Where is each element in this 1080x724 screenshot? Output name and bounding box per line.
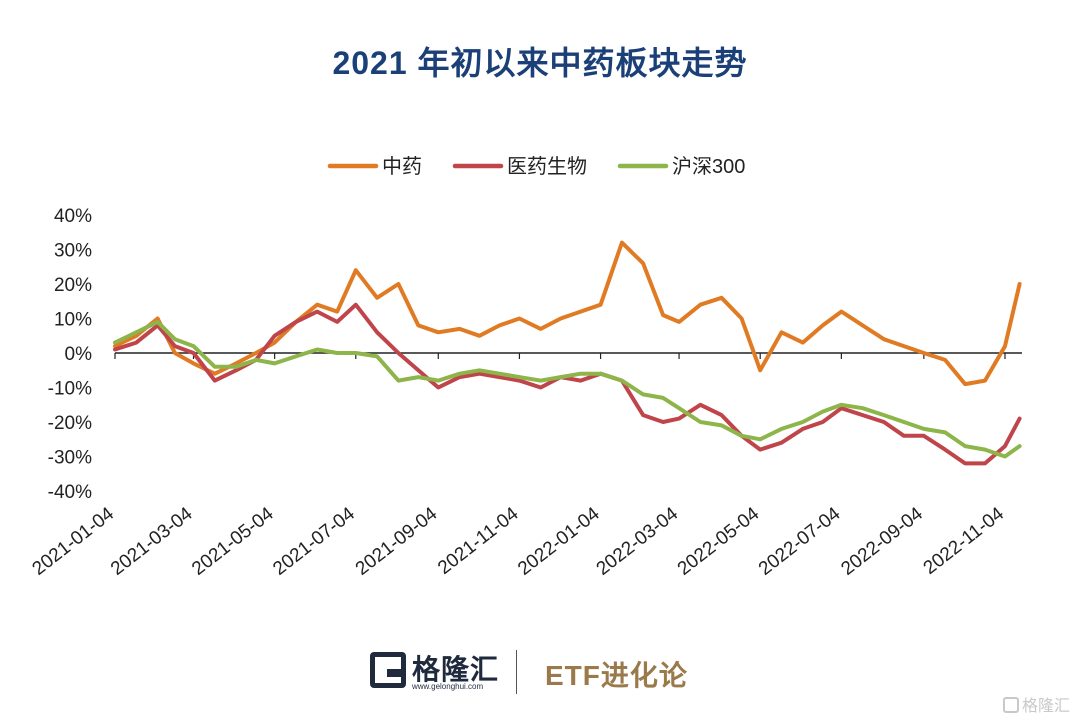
legend-label: 中药 <box>382 155 422 178</box>
logo-url: www.gelonghui.com <box>412 682 484 691</box>
x-tick-label: 2021-03-04 <box>107 503 197 580</box>
x-tick-label: 2021-11-04 <box>434 503 523 579</box>
x-tick-label: 2022-05-04 <box>674 503 764 580</box>
y-tick-label: -40% <box>48 482 92 503</box>
legend-label: 医药生物 <box>507 155 587 178</box>
y-tick-label: -10% <box>48 379 92 400</box>
gelonghui-logo-icon <box>370 652 406 688</box>
y-tick-label: 0% <box>65 344 93 365</box>
series-line <box>113 302 1022 466</box>
watermark-logo-icon <box>1002 697 1019 713</box>
x-tick-label: 2022-09-04 <box>837 503 927 580</box>
y-tick-label: 40% <box>54 206 92 227</box>
watermark-text: 格隆汇 <box>1021 698 1070 715</box>
chart-title: 2021 年初以来中药板块走势 <box>332 45 748 81</box>
y-tick-label: -20% <box>48 413 92 434</box>
line-chart: 中药 医药生物 沪深300 40% 30% 20% 10% 0% -10% -20% -30% -4… <box>29 155 1022 580</box>
y-tick-label: 20% <box>54 275 92 296</box>
legend: 中药 医药生物 沪深300 <box>327 155 745 178</box>
y-tick-label: 30% <box>54 241 92 262</box>
logo-text: 格隆汇 <box>412 654 500 685</box>
x-tick-label: 2022-01-04 <box>514 503 604 580</box>
series-line <box>113 319 1022 459</box>
footer: 格隆汇 www.gelonghui.com ETF进化论 <box>0 640 1080 704</box>
x-axis: 2021-01-042021-03-042021-05-042021-07-04… <box>29 352 1022 580</box>
watermark: 格隆汇 <box>1002 692 1070 716</box>
footer-divider <box>516 650 517 694</box>
y-tick-label: -30% <box>48 448 92 469</box>
x-tick-label: 2021-09-04 <box>352 503 442 580</box>
legend-label: 沪深300 <box>672 155 745 178</box>
y-axis: 40% 30% 20% 10% 0% -10% -20% -30% -40% <box>48 206 92 503</box>
x-tick-label: 2022-03-04 <box>593 503 683 580</box>
x-tick-label: 2021-05-04 <box>188 503 278 580</box>
x-tick-label: 2021-01-04 <box>29 503 119 580</box>
x-tick-label: 2021-07-04 <box>269 503 359 580</box>
brand-text: ETF进化论 <box>545 660 688 691</box>
y-tick-label: 10% <box>54 310 92 331</box>
x-tick-label: 2022-07-04 <box>755 503 845 580</box>
series-group <box>113 240 1022 466</box>
x-tick-label: 2022-11-04 <box>920 503 1009 579</box>
